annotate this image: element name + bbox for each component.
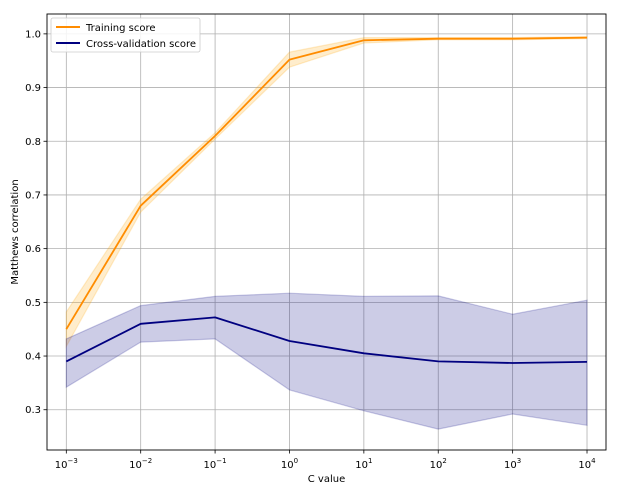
y-tick-label: 0.7 — [25, 190, 41, 201]
score-lines — [65, 36, 588, 364]
x-axis-label: C value — [308, 474, 345, 485]
y-tick-label: 1.0 — [25, 29, 41, 40]
plot-area-frame — [46, 13, 607, 451]
cross-validation-score-line — [65, 316, 588, 364]
x-tick-label: 103 — [504, 457, 521, 471]
y-tick-label: 0.5 — [25, 298, 41, 309]
x-tick-label: 101 — [355, 457, 372, 471]
x-tick-label: 100 — [281, 457, 298, 471]
grid-lines — [47, 14, 606, 450]
x-tick-label: 10−3 — [55, 457, 78, 471]
y-tick-label: 0.9 — [25, 83, 41, 94]
y-tick-label: 0.4 — [25, 352, 41, 363]
y-axis-label: Matthews correlation — [10, 179, 21, 284]
training-score-band — [65, 35, 588, 349]
x-axis-ticks: 10−3 10−2 10−1 100 101 102 103 104 — [55, 450, 596, 471]
y-tick-label: 0.3 — [25, 405, 41, 416]
legend-box — [50, 17, 201, 53]
training-score-line — [65, 36, 588, 330]
legend-label-training: Training score — [85, 23, 156, 34]
legend-label-cross-validation: Cross-validation score — [86, 39, 196, 50]
y-tick-label: 0.6 — [25, 244, 41, 255]
cross-validation-score-band — [65, 292, 588, 430]
y-axis-ticks: 0.3 0.4 0.5 0.6 0.7 0.8 0.9 1.0 — [25, 29, 47, 416]
x-tick-label: 102 — [430, 457, 447, 471]
y-tick-label: 0.8 — [25, 137, 41, 148]
score-bands — [65, 35, 588, 430]
x-tick-label: 104 — [578, 457, 596, 471]
legend: Training score Cross-validation score — [50, 17, 201, 53]
x-tick-label: 10−1 — [204, 457, 227, 471]
x-tick-label: 10−2 — [129, 457, 152, 471]
